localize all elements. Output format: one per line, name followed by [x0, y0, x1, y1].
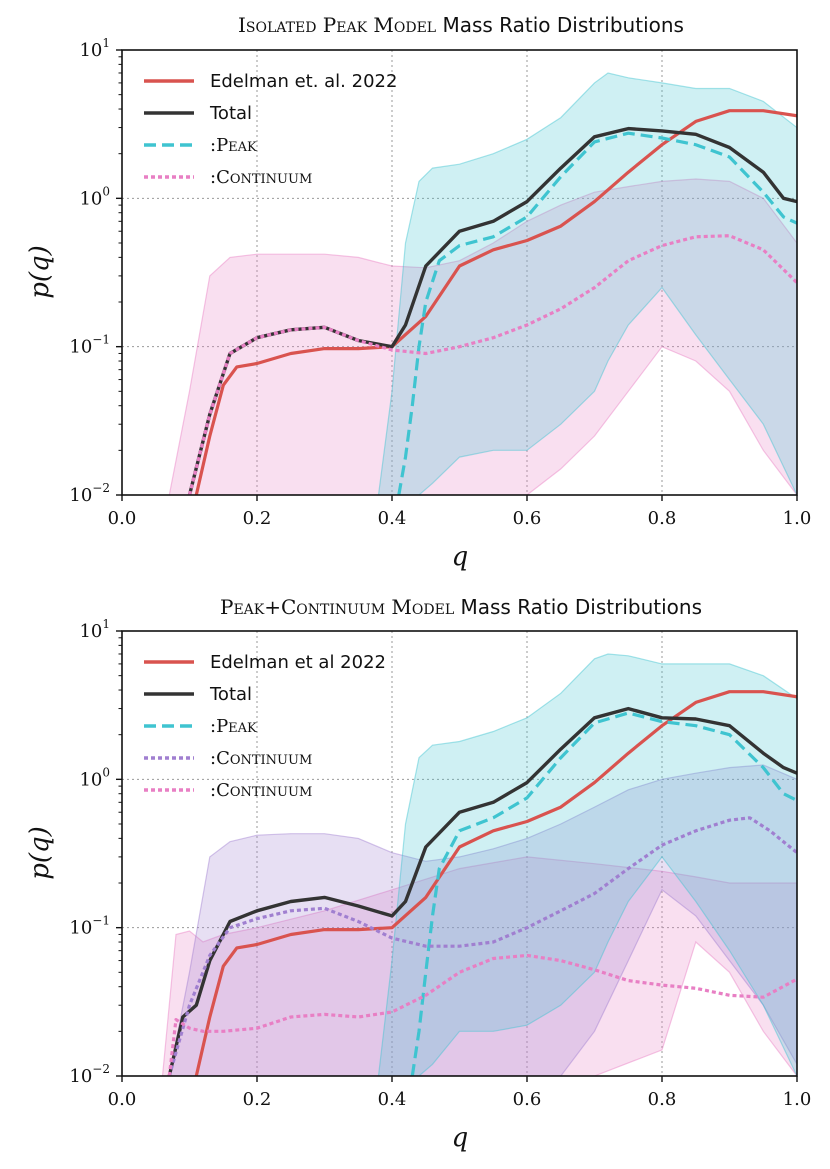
x-tick-label: 0.6 — [513, 508, 542, 529]
series-lines — [167, 690, 797, 1076]
legend: Edelman et al 2022 Total :Peak :Continuum :C… — [144, 652, 386, 801]
series-edelman — [194, 690, 797, 1076]
legend-label: Total — [209, 684, 252, 705]
axes-frame — [121, 630, 798, 1077]
x-tick-label: 0.2 — [243, 508, 272, 529]
series-continuum2 — [187, 234, 797, 495]
x-axis-ticks: 0.0 0.2 0.4 0.6 0.8 1.0 — [108, 1076, 812, 1110]
y-tick-label: 10−2 — [69, 1062, 110, 1087]
legend-label: Edelman et al 2022 — [210, 652, 386, 673]
y-tick-label: 100 — [79, 765, 110, 790]
series-total — [187, 126, 797, 495]
legend-label: :Peak — [210, 135, 257, 156]
grid-lines — [122, 50, 797, 495]
y-tick-label: 10−2 — [69, 481, 110, 506]
legend-label: Edelman et. al. 2022 — [210, 71, 397, 92]
legend-label: Total — [209, 103, 252, 124]
y-tick-label: 10−1 — [69, 333, 110, 358]
band-continuum — [168, 764, 797, 1076]
series-peak — [397, 131, 797, 495]
grid-lines — [122, 631, 797, 1076]
x-tick-label: 0.4 — [378, 1089, 407, 1110]
legend-label: :Continuum — [210, 780, 312, 801]
band-peak — [377, 653, 797, 1076]
chart-peak-continuum: Peak+Continuum Model Mass Ratio Distribu… — [25, 595, 811, 1153]
band-continuum2 — [168, 178, 797, 495]
x-tick-label: 0.2 — [243, 1089, 272, 1110]
x-axis-ticks: 0.0 0.2 0.4 0.6 0.8 1.0 — [108, 495, 812, 529]
x-tick-label: 0.4 — [378, 508, 407, 529]
series-edelman — [194, 109, 797, 495]
band-peak — [377, 72, 797, 495]
series-peak — [410, 711, 797, 1076]
series-continuum — [167, 816, 797, 1076]
series-total — [167, 706, 797, 1076]
chart-title: Isolated Peak Model Mass Ratio Distribut… — [238, 13, 684, 37]
band-continuum2 — [161, 856, 797, 1076]
series-continuum2 — [167, 953, 797, 1076]
y-tick-label: 101 — [79, 617, 110, 642]
x-tick-label: 0.8 — [648, 508, 677, 529]
series-lines — [187, 109, 797, 495]
x-tick-label: 0.6 — [513, 1089, 542, 1110]
y-tick-label: 101 — [79, 36, 110, 61]
x-tick-label: 1.0 — [783, 508, 812, 529]
x-tick-label: 0.0 — [108, 1089, 137, 1110]
legend-label: :Continuum — [210, 748, 312, 769]
legend-label: :Continuum — [210, 167, 312, 188]
y-axis-ticks: 101 100 10−1 10−2 — [69, 36, 122, 506]
legend: Edelman et. al. 2022 Total :Peak :Continuum — [144, 71, 397, 188]
chart-isolated-peak: Isolated Peak Model Mass Ratio Distribut… — [25, 13, 811, 572]
y-axis-label: p(q) — [25, 245, 55, 299]
uncertainty-bands — [161, 653, 797, 1076]
y-tick-label: 100 — [79, 184, 110, 209]
uncertainty-bands — [168, 72, 797, 495]
x-tick-label: 1.0 — [783, 1089, 812, 1110]
y-axis-label: p(q) — [25, 826, 55, 880]
y-axis-ticks: 101 100 10−1 10−2 — [69, 617, 122, 1087]
x-axis-label: q — [452, 1123, 469, 1153]
axes-frame — [121, 49, 798, 496]
legend-label: :Peak — [210, 716, 257, 737]
x-axis-label: q — [452, 542, 469, 572]
y-tick-label: 10−1 — [69, 914, 110, 939]
x-tick-label: 0.8 — [648, 1089, 677, 1110]
x-tick-label: 0.0 — [108, 508, 137, 529]
chart-title: Peak+Continuum Model Mass Ratio Distribu… — [220, 595, 702, 619]
